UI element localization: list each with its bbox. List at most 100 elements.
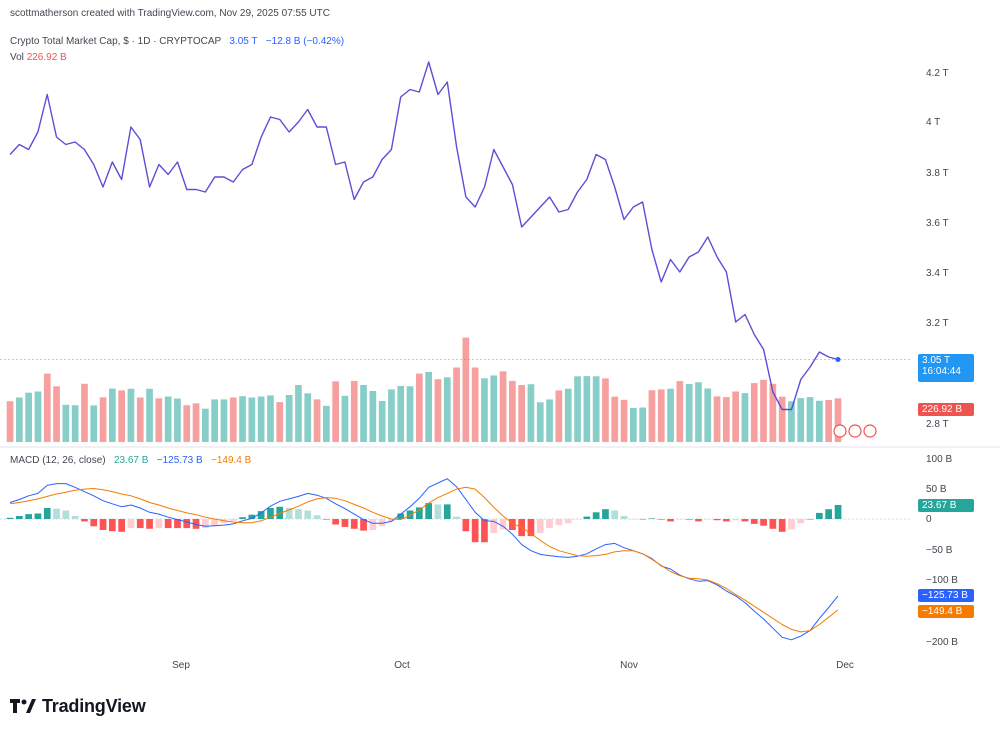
price-tick: 3.2 T [926, 318, 949, 329]
macd-histogram-bar [471, 519, 479, 543]
macd-histogram-bar [825, 509, 832, 519]
volume-bar [536, 402, 544, 442]
macd-histogram-bar [109, 519, 116, 532]
volume-bar [155, 398, 163, 442]
macd-histogram-bar [481, 519, 488, 543]
volume-bar [220, 399, 228, 442]
chart-credit: scottmatherson created with TradingView.… [10, 8, 330, 19]
macd-histogram-bar [583, 516, 591, 519]
volume-bar [257, 396, 265, 442]
macd-histogram-bar [25, 514, 32, 519]
macd-histogram-bar [425, 503, 432, 519]
volume-bar [295, 385, 302, 442]
volume-bar [788, 401, 795, 442]
macd-histogram-bar [43, 508, 51, 519]
macd-histogram-bar [239, 517, 246, 519]
macd-histogram-bar [313, 515, 321, 519]
volume-bar [71, 405, 79, 442]
volume-bar [406, 386, 414, 442]
macd-histogram-bar [592, 512, 600, 519]
volume-bar [732, 391, 739, 442]
volume-bar [90, 405, 98, 442]
volume-bar [276, 402, 284, 442]
macd-histogram-bar [323, 519, 330, 520]
volume-bar [34, 391, 42, 442]
volume-bar [797, 398, 805, 442]
macd-histogram-bar [713, 519, 721, 521]
volume-bar [620, 399, 628, 442]
volume-bar [555, 390, 563, 442]
symbol-title[interactable]: Crypto Total Market Cap, $ · 1D · CRYPTO… [10, 36, 222, 47]
macd-histogram-bar [378, 519, 386, 527]
volume-bar [332, 381, 339, 442]
volume-bar [490, 375, 498, 442]
volume-bar [109, 388, 116, 442]
macd-histogram-bar [760, 519, 767, 526]
tradingview-logo-icon [10, 698, 36, 713]
volume-bar [183, 405, 191, 442]
macd-histogram-bar [416, 507, 423, 519]
macd-histogram-bar [667, 519, 674, 522]
price-tick: 3.6 T [926, 218, 949, 229]
macd-histogram-bar [490, 519, 498, 533]
macd-histogram-bar [806, 519, 814, 520]
macd-histogram-bar [295, 509, 302, 519]
macd-line-value: −125.73 B [156, 455, 203, 466]
volume-bar [99, 397, 107, 442]
x-tick-oct: Oct [394, 660, 410, 671]
volume-bar [118, 390, 125, 442]
event-markers [833, 424, 877, 438]
macd-histogram-bar [350, 519, 358, 529]
last-price: 3.05 T [229, 36, 258, 47]
macd-histogram-bar [192, 519, 200, 529]
event-marker-2 [848, 424, 862, 438]
macd-histogram-bar [499, 519, 507, 530]
price-tick: 2.8 T [926, 419, 949, 430]
hist-badge: 23.67 B [918, 499, 974, 512]
macd-hist-value: 23.67 B [113, 455, 149, 466]
macd-histogram-bar [304, 510, 312, 519]
macd-histogram-bar [620, 516, 628, 519]
price-badge-value: 3.05 T [922, 355, 951, 366]
volume-bar [239, 396, 246, 442]
volume-bar [741, 393, 749, 442]
macd-histogram-bar [164, 519, 172, 529]
volume-bar [518, 385, 525, 442]
volume-label[interactable]: Vol [10, 52, 24, 63]
macd-histogram-bar [90, 519, 98, 527]
macd-histogram-bar [155, 519, 163, 529]
macd-histogram-bar [788, 519, 795, 530]
volume-bar [388, 389, 395, 442]
volume-bar [434, 379, 442, 442]
macd-tick: 100 B [926, 454, 953, 465]
event-marker-3 [863, 424, 877, 438]
macd-histogram-bar [174, 519, 181, 529]
macd-badge: −125.73 B [918, 589, 974, 602]
macd-histogram-bar [360, 519, 367, 531]
macd-histogram-bar [369, 519, 377, 530]
macd-histogram-bar [676, 519, 684, 520]
main-legend: Crypto Total Market Cap, $ · 1D · CRYPTO… [10, 36, 344, 47]
price-badge: 3.05 T 16:04:44 [918, 354, 974, 382]
volume-bar [816, 400, 823, 442]
volume-bar [350, 380, 358, 442]
volume-bar [192, 403, 200, 442]
volume-bar [723, 397, 730, 442]
macd-histogram-bar [602, 509, 609, 519]
volume-bar [341, 395, 349, 442]
volume-bar [750, 383, 758, 442]
macd-histogram-bar [248, 514, 256, 519]
macd-histogram-bar [257, 511, 265, 519]
volume-bar [62, 404, 70, 442]
volume-bar [285, 395, 293, 442]
macd-label[interactable]: MACD (12, 26, close) [10, 455, 106, 466]
tradingview-logo[interactable]: TradingView [10, 696, 146, 717]
volume-bar [695, 382, 702, 442]
volume-bar [667, 388, 674, 442]
volume-bar [6, 401, 14, 442]
price-tick: 3.8 T [926, 168, 949, 179]
volume-bar [53, 386, 60, 442]
price-tick: 4 T [926, 117, 941, 128]
macd-histogram-bar [564, 519, 572, 524]
